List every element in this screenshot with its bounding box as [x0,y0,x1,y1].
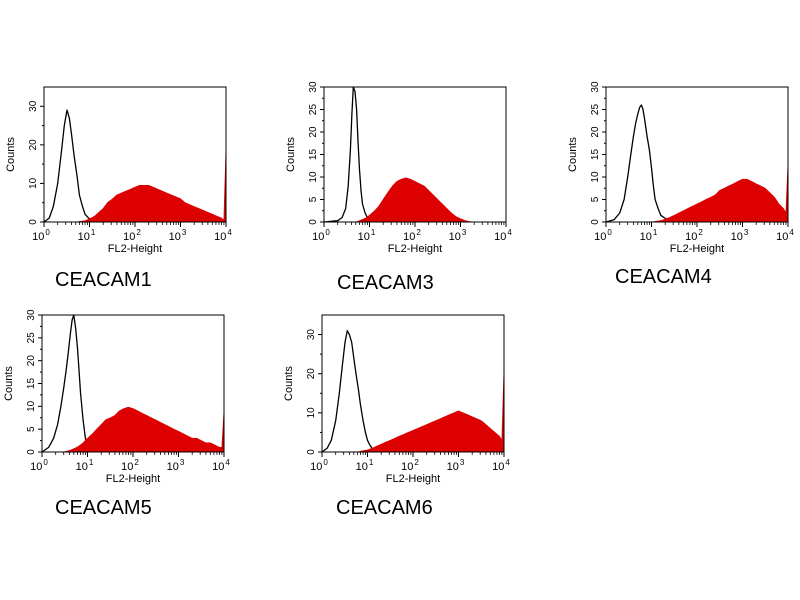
y-tick-label: 20 [590,126,601,138]
y-tick-label: 10 [308,171,319,183]
y-tick-label: 30 [28,100,39,112]
x-axis-title: FL2-Height [386,473,440,485]
panel-title-ceacam5: CEACAM5 [55,497,152,519]
filled-histogram-ceacam4 [606,163,789,223]
y-axis-title: Counts [285,137,297,172]
x-tick-label: 100 [312,228,330,243]
x-tick-label: 100 [594,228,612,243]
filled-histogram-ceacam3 [324,177,506,223]
y-tick-label: 20 [308,126,319,138]
y-tick-label: 25 [590,104,601,116]
x-tick-label: 103 [169,228,187,243]
x-tick-label: 100 [32,228,50,243]
x-tick-label: 101 [358,228,376,243]
x-tick-label: 102 [403,228,421,243]
x-axis-title: FL2-Height [388,243,442,255]
y-tick-label: 10 [26,400,37,412]
x-axis-title: FL2-Height [670,243,724,255]
panel-title-ceacam3: CEACAM3 [337,272,434,294]
control-histogram-outline-ceacam5 [41,314,92,453]
control-histogram-outline-ceacam6 [321,330,382,453]
control-histogram-outline-ceacam4 [605,104,674,223]
y-tick-label: 15 [590,149,601,161]
y-tick-label: 20 [306,368,317,380]
y-tick-label: 30 [26,309,37,321]
x-axis-title: FL2-Height [106,473,160,485]
histogram-ceacam3: 0 5 10 15 20 25 30 100 101 102 103 104 FL2-Height Cou… [285,81,512,294]
x-tick-label: 102 [685,228,703,243]
y-tick-label: 15 [308,149,319,161]
y-tick-label: 0 [28,219,39,225]
x-tick-label: 103 [447,458,465,473]
y-tick-label: 10 [28,177,39,189]
x-tick-label: 100 [310,458,328,473]
y-tick-label: 25 [308,104,319,116]
y-tick-label: 5 [308,196,319,202]
y-tick-label: 0 [590,219,601,225]
panel-title-ceacam6: CEACAM6 [336,497,433,519]
x-tick-label: 104 [776,228,794,243]
histogram-ceacam1: 0 10 20 30 100 101 102 103 104 FL2-Height Counts CE… [5,86,232,291]
control-histogram-outline-ceacam1 [43,109,104,223]
filled-histogram-ceacam6 [322,369,505,453]
histogram-ceacam5: 0 5 10 15 20 25 30 100 101 102 103 104 FL2-Height Cou… [3,309,230,519]
histogram-ceacam4: 0 5 10 15 20 25 30 100 101 102 103 104 FL2-Height Cou… [567,81,794,288]
y-axis-title: Counts [3,366,15,401]
filled-histogram-ceacam5 [42,406,225,453]
y-tick-label: 0 [26,449,37,455]
x-tick-label: 100 [30,458,48,473]
y-tick-label: 5 [26,426,37,432]
y-axis-title: Counts [283,366,295,401]
y-tick-label: 20 [26,355,37,367]
x-tick-label: 103 [449,228,467,243]
x-tick-label: 102 [123,228,141,243]
x-tick-label: 104 [494,228,512,243]
x-tick-label: 103 [731,228,749,243]
x-tick-label: 101 [78,228,96,243]
histogram-ceacam6: 0 10 20 30 100 101 102 103 104 FL2-Height Counts CE… [283,314,510,519]
x-tick-label: 102 [121,458,139,473]
y-tick-label: 5 [590,196,601,202]
x-tick-label: 104 [212,458,230,473]
y-tick-label: 15 [26,378,37,390]
x-axis-title: FL2-Height [108,243,162,255]
y-tick-label: 10 [306,407,317,419]
x-tick-label: 101 [640,228,658,243]
y-tick-label: 0 [308,219,319,225]
x-tick-label: 101 [356,458,374,473]
x-tick-label: 102 [401,458,419,473]
y-tick-label: 30 [306,329,317,341]
y-axis-title: Counts [567,137,579,172]
x-tick-label: 104 [492,458,510,473]
x-tick-label: 104 [214,228,232,243]
y-tick-label: 0 [306,449,317,455]
panel-title-ceacam1: CEACAM1 [55,269,152,291]
y-tick-label: 30 [590,81,601,93]
filled-histogram-ceacam1 [44,148,227,223]
x-tick-label: 101 [76,458,94,473]
y-tick-label: 25 [26,332,37,344]
y-tick-label: 20 [28,139,39,151]
panel-title-ceacam4: CEACAM4 [615,266,712,288]
y-tick-label: 30 [308,81,319,93]
y-axis-title: Counts [5,137,17,172]
control-histogram-outline-ceacam3 [323,86,378,223]
y-tick-label: 10 [590,171,601,183]
x-tick-label: 103 [167,458,185,473]
